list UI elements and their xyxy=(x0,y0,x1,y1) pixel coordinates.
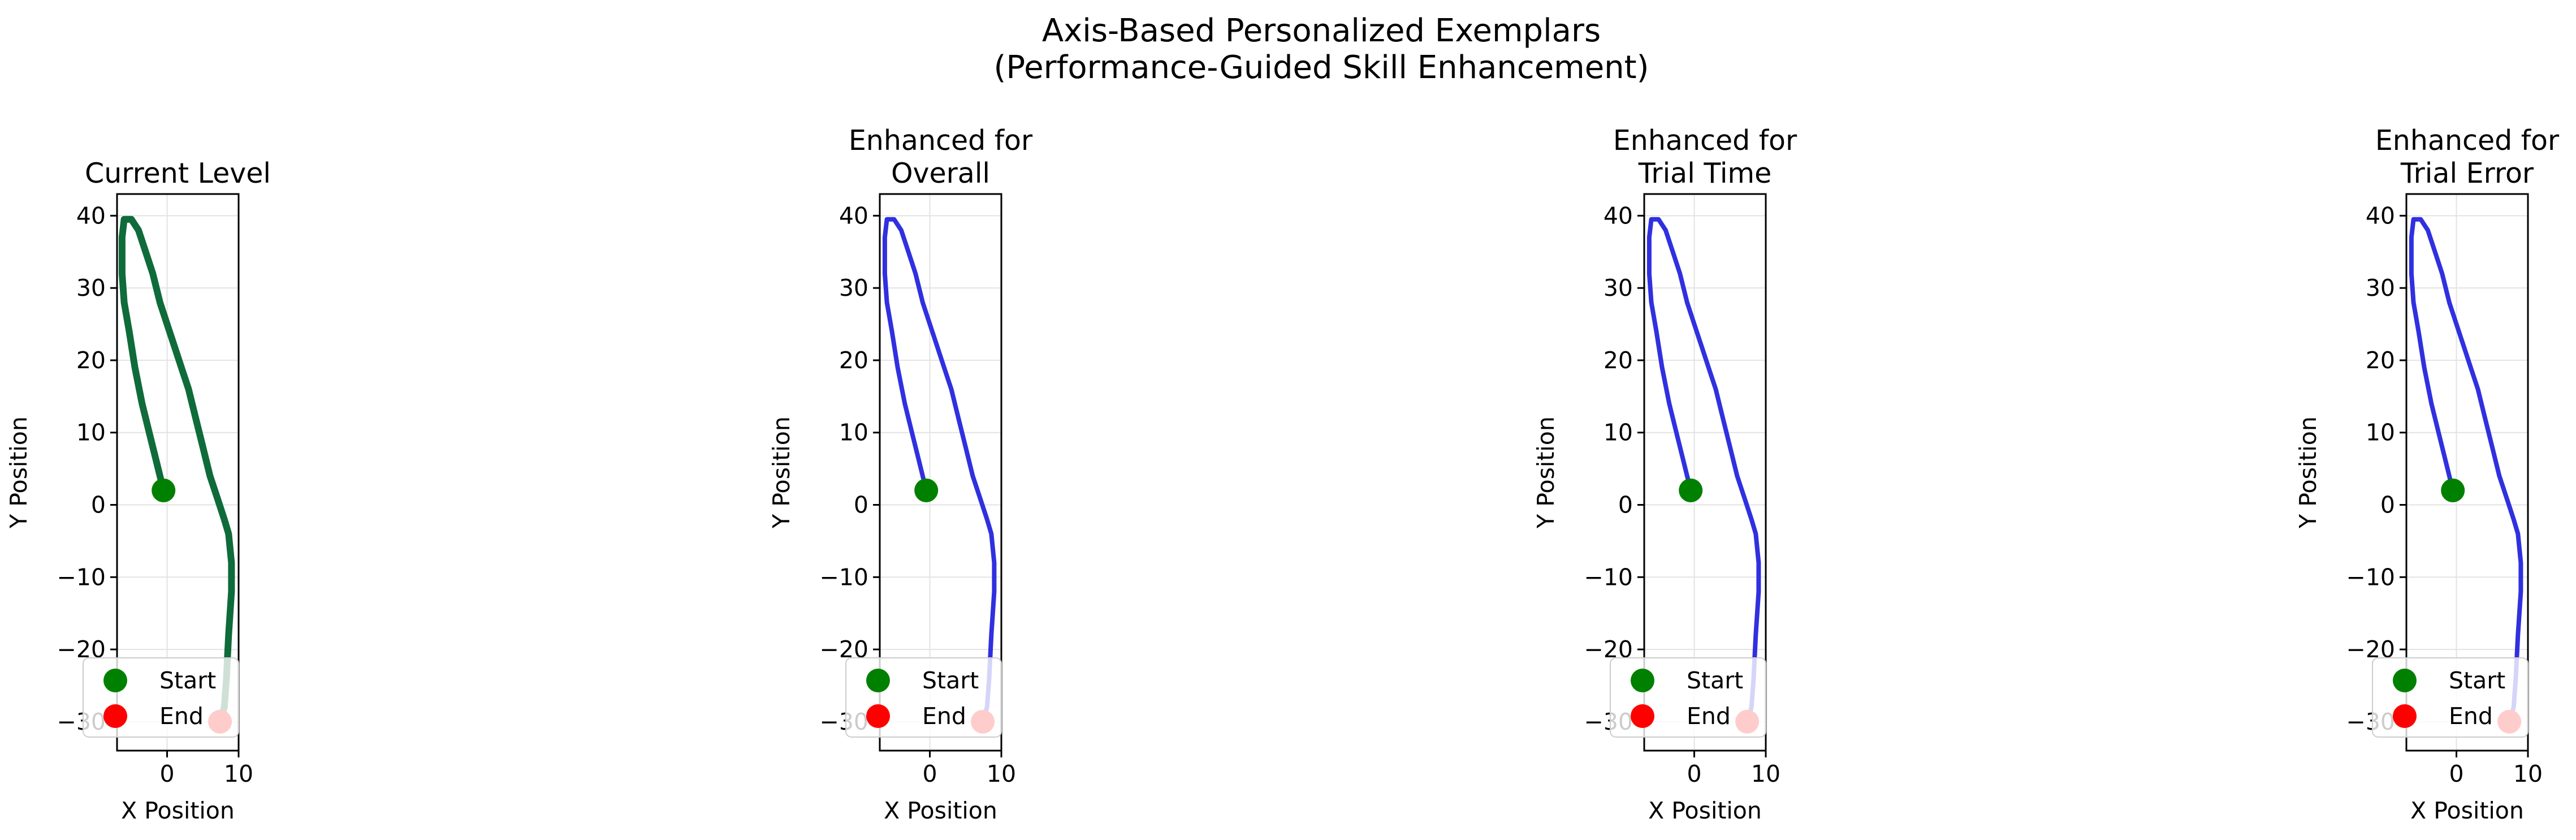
trajectory-line xyxy=(1646,217,1761,724)
start-point xyxy=(1679,478,1703,502)
legend-end-marker xyxy=(2393,704,2417,728)
subplot-title: Enhanced for xyxy=(1613,124,1797,157)
y-axis-label: Y Position xyxy=(5,416,32,529)
legend-end-marker xyxy=(866,704,890,728)
legend-start-marker xyxy=(103,669,127,692)
y-tick-label: 20 xyxy=(839,347,868,374)
legend-end-marker xyxy=(1631,704,1654,728)
y-tick-label: −10 xyxy=(2346,563,2395,591)
y-tick-label: 40 xyxy=(2366,202,2395,229)
legend: Start End xyxy=(2372,657,2529,738)
y-tick-label: 10 xyxy=(1603,419,1633,446)
subplot-title: Enhanced for xyxy=(849,124,1033,157)
y-axis-label: Y Position xyxy=(1532,416,1559,529)
x-tick-label: 10 xyxy=(2513,760,2543,787)
trajectory-line xyxy=(2409,217,2523,724)
x-axis-label: X Position xyxy=(2410,797,2524,824)
x-tick-label: 10 xyxy=(1751,760,1780,787)
figure-title-line2: (Performance-Guided Skill Enhancement) xyxy=(994,49,1649,86)
y-tick-label: 10 xyxy=(839,419,868,446)
trajectory-line xyxy=(118,216,235,725)
x-tick-label: 0 xyxy=(1687,760,1701,787)
axes-frame xyxy=(1643,193,1767,752)
start-point xyxy=(152,478,176,502)
legend-label-start: Start xyxy=(2449,667,2505,694)
y-tick-label: −10 xyxy=(57,563,106,591)
legend-start-marker xyxy=(1631,669,1654,692)
subplot-title: Trial Time xyxy=(1638,157,1772,189)
y-tick-label: 40 xyxy=(1603,202,1633,229)
subplot-title: Current Level xyxy=(85,157,271,189)
axes-frame xyxy=(2405,193,2529,752)
legend-end-marker xyxy=(103,704,127,728)
y-tick-label: 40 xyxy=(76,202,106,229)
y-axis-label: Y Position xyxy=(768,416,795,529)
x-tick-label: 0 xyxy=(2449,760,2463,787)
subplot-title: Trial Error xyxy=(2400,157,2534,189)
y-tick-label: 30 xyxy=(2366,274,2395,301)
y-tick-label: 40 xyxy=(839,202,868,229)
x-tick-label: 10 xyxy=(987,760,1016,787)
y-tick-label: 30 xyxy=(1603,274,1633,301)
legend-label-start: Start xyxy=(159,667,216,694)
legend: Start End xyxy=(845,657,1002,738)
legend: Start End xyxy=(83,657,239,738)
y-tick-label: 0 xyxy=(1618,492,1633,519)
legend-label-end: End xyxy=(922,703,966,730)
x-axis-label: X Position xyxy=(121,797,235,824)
x-tick-label: 0 xyxy=(922,760,937,787)
axes-frame xyxy=(879,193,1002,752)
y-tick-label: 0 xyxy=(854,492,868,519)
x-tick-label: 10 xyxy=(224,760,253,787)
legend-label-start: Start xyxy=(1687,667,1743,694)
y-tick-label: 20 xyxy=(1603,347,1633,374)
y-tick-label: 0 xyxy=(91,492,106,519)
y-tick-label: 20 xyxy=(76,347,106,374)
legend-start-marker xyxy=(866,669,890,692)
x-tick-label: 0 xyxy=(159,760,174,787)
legend-label-end: End xyxy=(159,703,204,730)
legend-label-start: Start xyxy=(922,667,979,694)
legend: Start End xyxy=(1610,657,1766,738)
start-point xyxy=(2441,478,2465,502)
trajectory-line xyxy=(882,217,997,724)
legend-label-end: End xyxy=(2449,703,2493,730)
legend-label-end: End xyxy=(1687,703,1731,730)
x-axis-label: X Position xyxy=(884,797,997,824)
y-tick-label: 0 xyxy=(2380,492,2395,519)
y-tick-label: 10 xyxy=(2366,419,2395,446)
subplot-title: Enhanced for xyxy=(2375,124,2560,157)
y-tick-label: 10 xyxy=(76,419,106,446)
legend-start-marker xyxy=(2393,669,2417,692)
x-axis-label: X Position xyxy=(1648,797,1762,824)
axes-frame xyxy=(116,193,240,752)
y-tick-label: −10 xyxy=(1584,563,1633,591)
start-point xyxy=(914,478,939,502)
y-tick-label: 30 xyxy=(839,274,868,301)
y-tick-label: −10 xyxy=(819,563,868,591)
subplot-title: Overall xyxy=(891,157,990,189)
y-tick-label: 30 xyxy=(76,274,106,301)
y-tick-label: 20 xyxy=(2366,347,2395,374)
figure-title-line1: Axis-Based Personalized Exemplars xyxy=(1042,12,1601,49)
y-axis-label: Y Position xyxy=(2294,416,2322,529)
